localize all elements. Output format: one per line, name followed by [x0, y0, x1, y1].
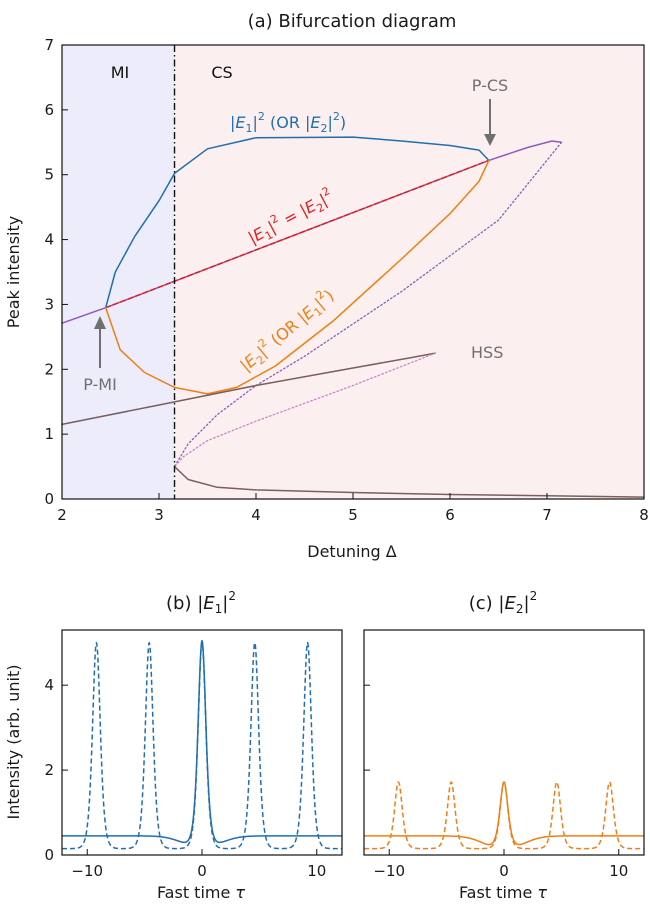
region-label-mi: MI — [111, 63, 130, 82]
panel-a-ylabel: Peak intensity — [4, 216, 23, 328]
pulse-xtick-label: 10 — [609, 862, 628, 880]
panel-a-xtick-label: 8 — [639, 506, 649, 524]
pulse-xtick-label: −10 — [373, 862, 405, 880]
panel-a-xtick-label: 4 — [251, 506, 261, 524]
pulse-ytick-label: 4 — [44, 676, 54, 694]
panel-c-axes: −10 0 10 — [364, 685, 628, 880]
pulse-ytick-label: 2 — [44, 761, 54, 779]
panel-b-series — [62, 641, 342, 849]
panel-a-ytick-label: 4 — [44, 231, 54, 249]
panel-c-series — [364, 782, 644, 849]
annotation-p-mi: P-MI — [83, 375, 117, 394]
pulse-xtick-label: 0 — [499, 862, 509, 880]
panel-c-xlabel: Fast time τ — [459, 883, 547, 902]
panel-a-ytick-label: 0 — [44, 490, 54, 508]
panel-c-title: (c) |E2|2 — [469, 589, 537, 616]
panel-b: (b) |E1|2 −10 0 10 0 2 4 Fast time τ Intensit… — [4, 589, 342, 902]
panel-a-xtick-label: 6 — [445, 506, 455, 524]
region-label-cs: CS — [211, 63, 232, 82]
panel-a-xtick-label: 3 — [154, 506, 164, 524]
panel-a-xtick-label: 7 — [542, 506, 552, 524]
annotation-hss: HSS — [471, 343, 503, 362]
panel-b-axes: −10 0 10 0 2 4 — [44, 676, 326, 880]
panel-c-frame — [364, 630, 644, 855]
panel-a-ytick-label: 7 — [44, 36, 54, 54]
annotation-p-cs: P-CS — [472, 76, 508, 95]
panel-a-ytick-label: 6 — [44, 101, 54, 119]
panel-a-ytick-label: 2 — [44, 360, 54, 378]
panel-b-ylabel: Intensity (arb. unit) — [4, 665, 23, 820]
panel-a-ytick-label: 3 — [44, 295, 54, 313]
panel-b-title: (b) |E1|2 — [166, 589, 236, 616]
pulse-series-1 — [364, 782, 644, 849]
panel-a-title: (a) Bifurcation diagram — [248, 11, 457, 32]
panel-a: (a) Bifurcation diagram 2 3 4 5 6 7 801234567 … — [4, 11, 649, 561]
panel-a-ytick-label: 5 — [44, 166, 54, 184]
panel-b-xlabel: Fast time τ — [157, 883, 245, 902]
panel-c: (c) |E2|2 −10 0 10 Fast time τ — [364, 589, 644, 902]
panel-a-xtick-label: 2 — [57, 506, 67, 524]
panel-b-frame — [62, 630, 342, 855]
pulse-xtick-label: 0 — [197, 862, 207, 880]
pulse-series-1 — [62, 643, 342, 849]
panel-a-ytick-label: 1 — [44, 425, 54, 443]
pulse-xtick-label: 10 — [307, 862, 326, 880]
pulse-ytick-label: 0 — [44, 846, 54, 864]
panel-a-xlabel: Detuning Δ — [307, 542, 397, 561]
region-mi — [62, 45, 175, 499]
panel-a-xtick-label: 5 — [348, 506, 358, 524]
pulse-xtick-label: −10 — [71, 862, 103, 880]
